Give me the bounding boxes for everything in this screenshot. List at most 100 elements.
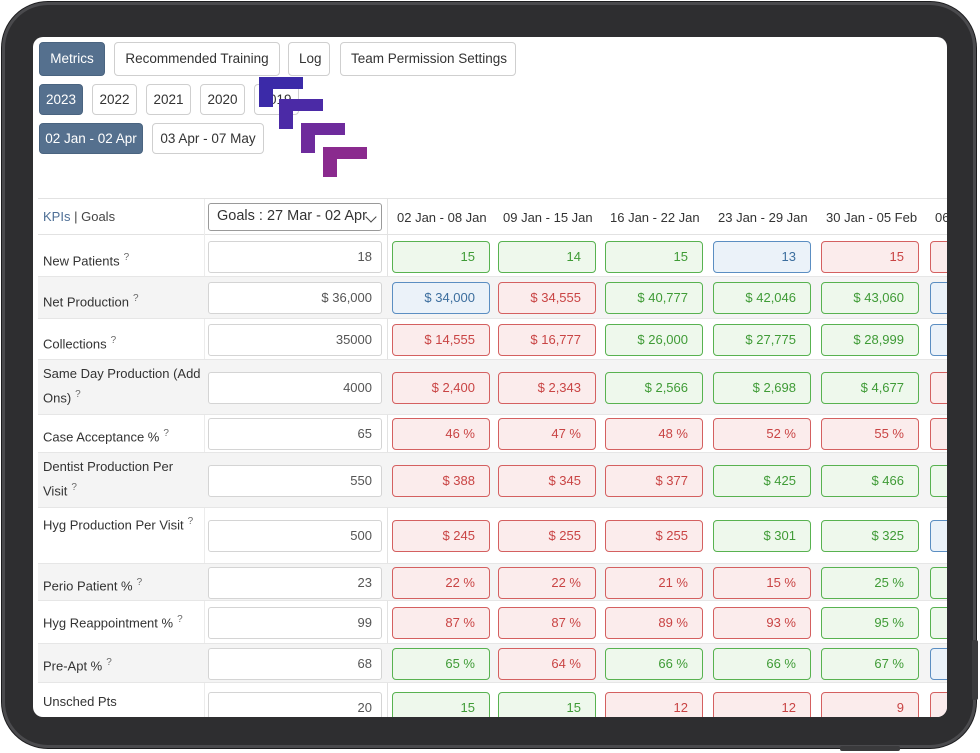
kpis-link[interactable]: KPIs [43,209,71,224]
metric-cell: 66 % [605,648,703,680]
metric-cell: 65 % [392,648,490,680]
goal-input[interactable]: 20 [208,692,382,717]
metric-cell: 87 % [392,607,490,639]
metric-cell: $ 34,000 [392,282,490,314]
goal-input[interactable]: 4000 [208,372,382,404]
year-2020-button[interactable]: 2020 [200,84,245,115]
kpi-label-text: Collections [43,336,107,352]
metric-cell: 95 % [821,607,919,639]
goal-input[interactable]: 35000 [208,324,382,356]
help-icon[interactable]: ? [110,335,117,346]
goal-input[interactable]: 65 [208,418,382,450]
column-header-week: 09 Jan - 15 Jan [503,210,593,225]
metric-cell: $ 2,400 [392,372,490,404]
goal-input[interactable]: 18 [208,241,382,273]
table-header-row: KPIs | Goals Goals : 27 Mar - 02 Apr 02 … [38,199,947,235]
goal-input[interactable]: 68 [208,648,382,680]
metric-cell: $ 345 [498,465,596,497]
help-icon[interactable]: ? [123,252,130,263]
metric-cell: $ 14,555 [392,324,490,356]
goal-input[interactable]: 550 [208,465,382,497]
column-header-week: 30 Jan - 05 Feb [826,210,918,225]
metric-cell: $ 255 [605,520,703,552]
metric-cell: $ 2,343 [498,372,596,404]
table-row: Dentist Production Per Visit? 550 $ 388 $ 3… [38,453,947,508]
help-icon[interactable]: ? [163,428,169,439]
metric-cell: $ 4,677 [821,372,919,404]
range-03apr-07may-button[interactable]: 03 Apr - 07 May [152,123,264,154]
metric-cell: 48 % [605,418,703,450]
metric-cell: $ 28,999 [821,324,919,356]
metric-cell: $ 255 [498,520,596,552]
goals-period-select[interactable]: Goals : 27 Mar - 02 Apr [208,203,382,231]
metric-cell [930,520,947,552]
metric-cell: 15 % [713,567,811,599]
help-icon[interactable]: ? [177,614,183,625]
metric-cell: $ 42,046 [713,282,811,314]
metric-cell [930,418,947,450]
table-row: Pre-Apt %? 68 65 % 64 % 66 % 66 % 67 % [38,644,947,683]
goals-link[interactable]: Goals [81,209,116,224]
metric-cell: 15 [821,241,919,273]
kpi-label: Case Acceptance %? [43,423,203,447]
goals-select-value: Goals : 27 Mar - 02 Apr [217,208,367,224]
metric-cell: 14 [498,241,596,273]
metric-cell: $ 325 [821,520,919,552]
help-icon[interactable]: ? [106,657,112,668]
goal-input[interactable]: $ 36,000 [208,282,382,314]
metric-cell [930,372,947,404]
kpi-label-text: Hyg Reappointment % [43,615,174,631]
help-icon[interactable]: ? [133,293,139,304]
metric-cell [930,282,947,314]
goal-input[interactable]: 99 [208,607,382,639]
kpi-label: Pre-Apt %? [43,652,203,676]
range-02jan-02apr-button[interactable]: 02 Jan - 02 Apr [39,123,143,154]
tab-log[interactable]: Log [288,42,330,76]
kpi-label: Unsched Pts Rescheduled? [43,691,203,717]
tab-team-permission-settings[interactable]: Team Permission Settings [340,42,516,76]
metric-cell: 15 [498,692,596,717]
metric-cell: $ 34,555 [498,282,596,314]
table-row: Net Production? $ 36,000 $ 34,000 $ 34,555 $… [38,277,947,319]
help-icon[interactable]: ? [187,516,194,527]
table-row: Hyg Reappointment %? 99 87 % 87 % 89 % 93 % 95… [38,601,947,644]
metric-cell: 21 % [605,567,703,599]
tab-metrics[interactable]: Metrics [39,42,105,76]
table-row: Collections? 35000 $ 14,555 $ 16,777 $ 26,00… [38,319,947,360]
kpi-label-text: Perio Patient % [43,578,133,594]
metric-cell: $ 245 [392,520,490,552]
metric-cell: $ 388 [392,465,490,497]
metric-cell: 87 % [498,607,596,639]
help-icon[interactable]: ? [71,482,77,493]
metric-cell: 52 % [713,418,811,450]
metric-cell [930,567,947,599]
column-header-week: 23 Jan - 29 Jan [718,210,808,225]
year-2022-button[interactable]: 2022 [92,84,137,115]
year-2021-button[interactable]: 2021 [146,84,191,115]
metric-cell [930,241,947,273]
table-row: Hyg Production Per Visit? 500 $ 245 $ 255 $ … [38,508,947,564]
kpi-label: Net Production? [43,288,203,312]
kpi-label-text: Case Acceptance % [43,429,160,445]
goal-input[interactable]: 500 [208,520,382,552]
metric-cell: 64 % [498,648,596,680]
metric-cell: 47 % [498,418,596,450]
goal-input[interactable]: 23 [208,567,382,599]
metric-cell: $ 26,000 [605,324,703,356]
tab-recommended-training[interactable]: Recommended Training [114,42,280,76]
table-row: Unsched Pts Rescheduled?20 15 15 12 12 9 [38,683,947,717]
help-icon[interactable]: ? [75,389,81,400]
kpi-label-text: Same Day Production (Add Ons) [43,366,201,406]
metric-cell: 13 [713,241,811,273]
help-icon[interactable]: ? [136,577,143,588]
metric-cell: $ 425 [713,465,811,497]
kpi-label-text: Pre-Apt % [43,658,103,674]
metric-cell: $ 27,775 [713,324,811,356]
table-row: Case Acceptance %? 65 46 % 47 % 48 % 52 % 55 % [38,415,947,453]
metric-cell [930,648,947,680]
chevron-logo-icon [259,77,367,177]
kpis-goals-heading: KPIs | Goals [43,209,115,224]
table-row: Same Day Production (Add Ons)? 4000 $ 2,40… [38,360,947,415]
year-2023-button[interactable]: 2023 [39,84,83,115]
kpi-table: KPIs | Goals Goals : 27 Mar - 02 Apr 02 … [38,198,947,717]
